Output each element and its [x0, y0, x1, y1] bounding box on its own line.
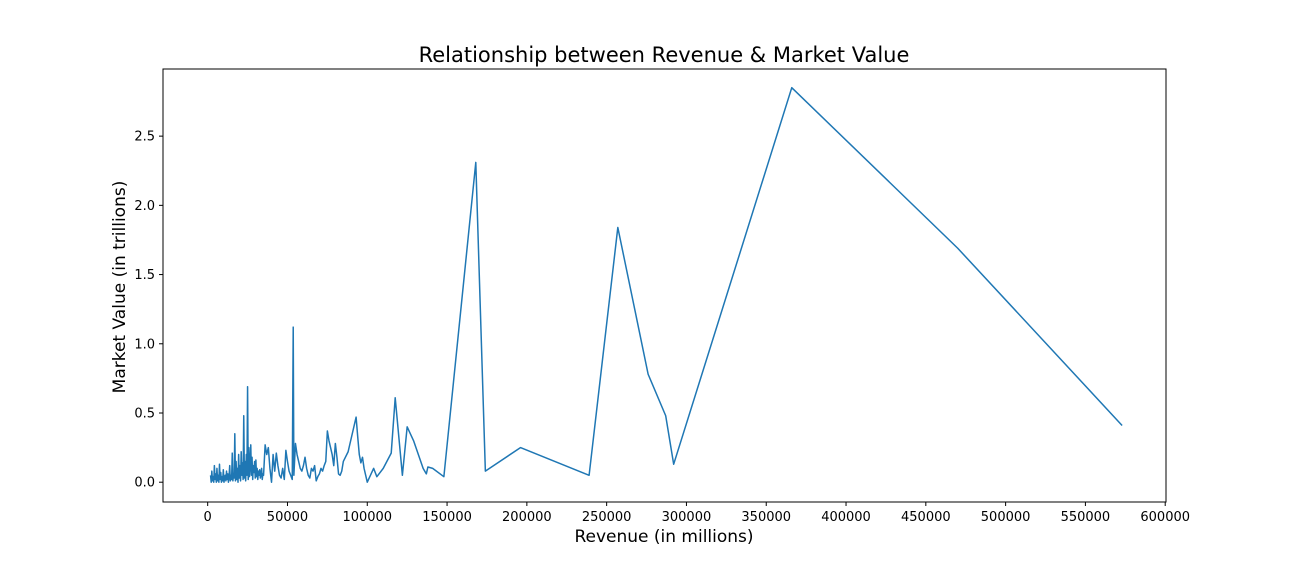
y-tick-label: 2.5 [134, 130, 155, 145]
y-axis-label: Market Value (in trillions) [110, 181, 130, 394]
x-tick-label: 600000 [1140, 510, 1190, 525]
series-line-0 [209, 86, 1123, 483]
x-tick-label: 150000 [422, 510, 472, 525]
x-axis: 0 50000 100000 150000 200000 250000 300000 3500… [204, 502, 1190, 525]
x-tick-label: 400000 [821, 510, 871, 525]
x-tick-label: 450000 [901, 510, 951, 525]
x-tick-label: 250000 [582, 510, 632, 525]
y-axis: 0.0 0.5 1.0 1.5 2.0 2.5 [134, 130, 163, 491]
x-axis-label: Revenue (in millions) [574, 527, 753, 547]
x-tick-label: 500000 [981, 510, 1031, 525]
y-tick-label: 2.0 [134, 199, 155, 214]
plot-area [209, 86, 1123, 483]
x-tick-label: 350000 [741, 510, 791, 525]
x-tick-label: 100000 [342, 510, 392, 525]
plot-frame [162, 68, 1167, 503]
y-tick-label: 0.0 [134, 476, 155, 491]
chart-title: Relationship between Revenue & Market Va… [419, 43, 910, 67]
y-tick-label: 0.5 [134, 406, 155, 421]
x-tick-label: 300000 [662, 510, 712, 525]
y-tick-label: 1.5 [134, 268, 155, 283]
x-tick-label: 200000 [502, 510, 552, 525]
x-tick-label: 0 [204, 510, 212, 525]
x-tick-label: 550000 [1061, 510, 1111, 525]
y-tick-label: 1.0 [134, 337, 155, 352]
x-tick-label: 50000 [267, 510, 308, 525]
